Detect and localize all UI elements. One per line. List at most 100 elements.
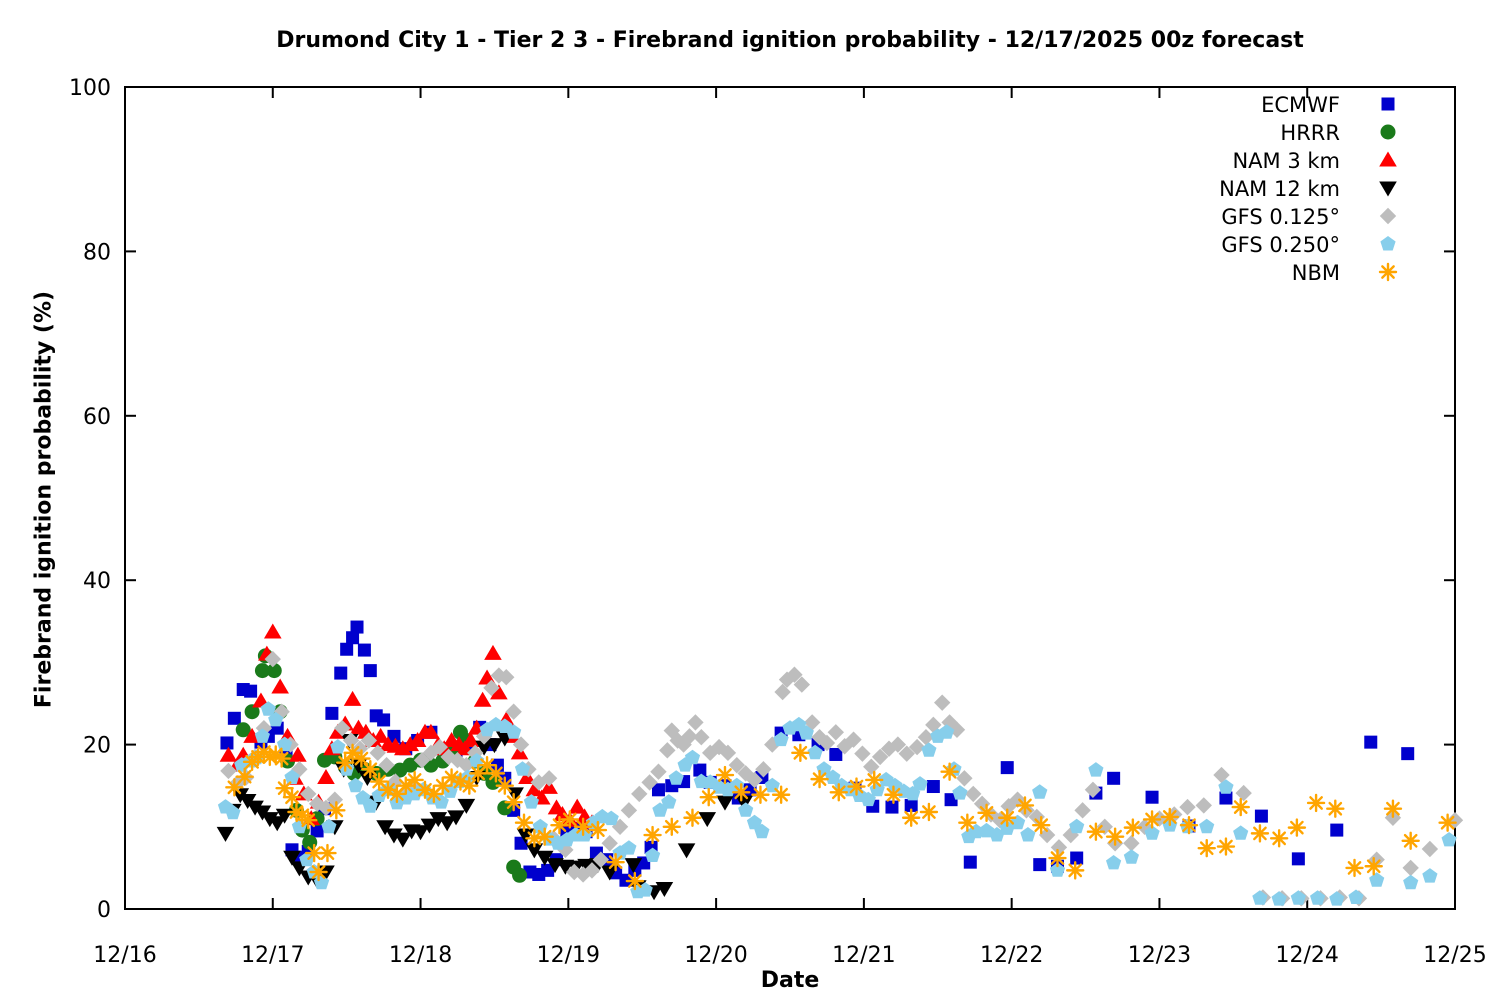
data-point bbox=[438, 816, 456, 832]
data-point bbox=[1252, 890, 1268, 905]
data-point bbox=[663, 722, 680, 739]
data-point bbox=[473, 691, 492, 707]
data-point bbox=[573, 817, 593, 836]
data-point bbox=[912, 776, 928, 791]
data-point bbox=[1009, 791, 1026, 808]
data-point bbox=[334, 719, 351, 737]
data-point bbox=[1422, 868, 1438, 883]
data-point bbox=[560, 810, 580, 829]
data-point bbox=[525, 843, 544, 859]
data-point bbox=[1136, 818, 1153, 835]
data-point bbox=[952, 785, 968, 800]
data-point bbox=[684, 749, 701, 765]
data-point bbox=[1421, 840, 1439, 858]
data-point bbox=[225, 778, 244, 797]
data-point bbox=[335, 753, 355, 772]
data-point bbox=[216, 826, 235, 842]
series-nbm bbox=[225, 742, 1457, 891]
data-point bbox=[334, 666, 348, 680]
data-point bbox=[268, 816, 287, 832]
data-point bbox=[901, 808, 921, 827]
data-point bbox=[309, 862, 328, 882]
data-point bbox=[620, 802, 638, 819]
data-point bbox=[317, 768, 335, 784]
data-point bbox=[220, 762, 237, 780]
data-point bbox=[387, 729, 401, 743]
data-point bbox=[1084, 781, 1102, 799]
x-tick-label: 12/21 bbox=[832, 943, 895, 968]
data-point bbox=[300, 785, 317, 803]
data-point bbox=[498, 668, 515, 686]
data-point bbox=[1330, 823, 1344, 837]
data-point bbox=[284, 769, 300, 784]
data-point bbox=[1368, 851, 1385, 868]
data-point bbox=[1290, 890, 1306, 905]
x-tick-label: 12/22 bbox=[980, 943, 1043, 968]
data-point bbox=[926, 780, 940, 794]
data-point bbox=[1123, 818, 1143, 837]
data-point bbox=[440, 748, 457, 766]
data-point bbox=[1441, 832, 1457, 847]
data-point bbox=[347, 777, 364, 793]
data-point bbox=[583, 862, 601, 879]
data-point bbox=[523, 794, 539, 809]
data-point bbox=[1096, 818, 1113, 835]
data-point bbox=[346, 631, 360, 645]
data-point bbox=[357, 643, 371, 657]
data-point bbox=[1233, 825, 1249, 840]
legend-item-nbm: NBM bbox=[1292, 261, 1398, 285]
data-point bbox=[408, 731, 427, 747]
y-axis-label: Firebrand ignition probability (%) bbox=[31, 290, 57, 709]
data-point bbox=[786, 666, 803, 683]
data-point bbox=[282, 788, 302, 807]
data-point bbox=[457, 798, 476, 814]
data-point bbox=[462, 731, 480, 747]
data-point bbox=[1216, 837, 1236, 856]
data-point bbox=[219, 746, 238, 762]
data-point bbox=[308, 795, 326, 812]
data-point bbox=[940, 762, 959, 781]
data-point bbox=[1402, 859, 1419, 877]
legend-label: HRRR bbox=[1280, 121, 1340, 145]
data-point bbox=[643, 825, 662, 845]
data-point bbox=[592, 851, 610, 868]
data-point bbox=[1235, 784, 1252, 802]
data-point bbox=[1179, 798, 1196, 816]
legend-label: NBM bbox=[1292, 261, 1340, 285]
data-point bbox=[958, 813, 977, 832]
legend-item-nam-3-km: NAM 3 km bbox=[1232, 149, 1397, 173]
x-tick-label: 12/19 bbox=[537, 943, 600, 968]
data-point bbox=[999, 820, 1015, 835]
y-tick-label: 80 bbox=[83, 240, 111, 265]
data-point bbox=[577, 858, 595, 874]
data-point bbox=[1086, 822, 1106, 841]
data-point bbox=[1107, 771, 1121, 785]
data-point bbox=[484, 644, 502, 660]
data-point bbox=[825, 769, 841, 784]
data-point bbox=[261, 812, 279, 828]
data-point bbox=[621, 840, 637, 855]
data-point bbox=[977, 803, 996, 823]
data-point bbox=[904, 798, 918, 812]
data-point bbox=[342, 732, 360, 749]
data-point bbox=[771, 785, 791, 804]
y-tick-label: 100 bbox=[69, 76, 111, 101]
data-point bbox=[510, 744, 529, 760]
data-point bbox=[525, 781, 544, 797]
data-point bbox=[1033, 858, 1047, 872]
data-point bbox=[645, 847, 661, 862]
data-point bbox=[1271, 891, 1287, 906]
data-point bbox=[317, 799, 335, 817]
data-point bbox=[363, 664, 377, 678]
data-point bbox=[774, 683, 791, 701]
data-point bbox=[1438, 813, 1457, 832]
legend-item-nam-12-km: NAM 12 km bbox=[1219, 177, 1397, 201]
data-point bbox=[885, 800, 899, 814]
data-point bbox=[310, 824, 324, 838]
data-point bbox=[1364, 735, 1378, 749]
data-point bbox=[1066, 861, 1085, 880]
legend-marker-asterisk-icon bbox=[1378, 262, 1398, 282]
data-point bbox=[1048, 848, 1067, 868]
data-point bbox=[1383, 799, 1403, 818]
